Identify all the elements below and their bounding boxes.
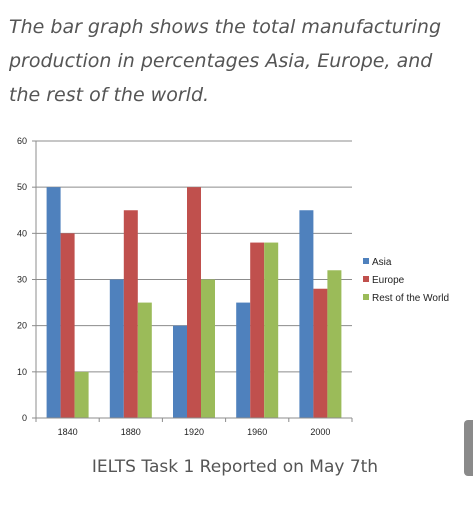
legend: Asia Europe Rest of the World	[363, 257, 449, 304]
x-tick-label: 2000	[310, 427, 330, 437]
legend-label: Rest of the World	[372, 293, 449, 304]
legend-swatch	[363, 276, 369, 282]
bar-asia-1920	[173, 325, 187, 418]
legend-label: Europe	[372, 275, 405, 286]
bar-rest-of-the-world-1960	[264, 242, 279, 418]
y-tick-label: 30	[17, 275, 27, 285]
y-tick-label: 20	[17, 321, 27, 331]
caption: IELTS Task 1 Reported on May 7th	[91, 457, 379, 477]
bar-asia-1880	[109, 279, 124, 418]
legend-swatch	[363, 294, 369, 300]
bar-europe-1840	[60, 233, 75, 418]
bars	[46, 187, 342, 418]
x-tick-label: 1960	[247, 427, 267, 437]
bar-asia-2000	[299, 210, 314, 418]
bar-rest-of-the-world-1920	[201, 279, 215, 418]
x-tick-label: 1840	[58, 427, 78, 437]
bar-rest-of-the-world-1880	[137, 302, 152, 418]
x-tick-label: 1880	[121, 427, 141, 437]
bar-europe-1880	[123, 210, 138, 418]
bar-europe-1920	[187, 187, 201, 418]
y-tick-label: 10	[17, 367, 27, 377]
question-text: The bar graph shows the total manufactur…	[9, 16, 442, 106]
bar-chart: 0 10 20 30 40 50 60 1840 1880 1920 1960 2000 Asia Eu…	[17, 136, 449, 437]
y-tick-label: 50	[17, 182, 27, 192]
bar-europe-1960	[250, 242, 265, 418]
bar-rest-of-the-world-1840	[74, 371, 89, 418]
y-tick-label: 60	[17, 136, 27, 146]
legend-label: Asia	[372, 257, 392, 268]
bar-asia-1840	[46, 187, 61, 418]
y-tick-label: 40	[17, 228, 27, 238]
x-tick-label: 1920	[184, 427, 204, 437]
legend-swatch	[363, 258, 369, 264]
scroll-handle[interactable]	[464, 420, 473, 476]
bar-rest-of-the-world-2000	[327, 270, 342, 418]
bar-asia-1960	[236, 302, 251, 418]
axes: 0 10 20 30 40 50 60 1840 1880 1920 1960 2000	[17, 136, 353, 437]
y-tick-label: 0	[22, 413, 27, 423]
bar-europe-2000	[313, 288, 328, 418]
